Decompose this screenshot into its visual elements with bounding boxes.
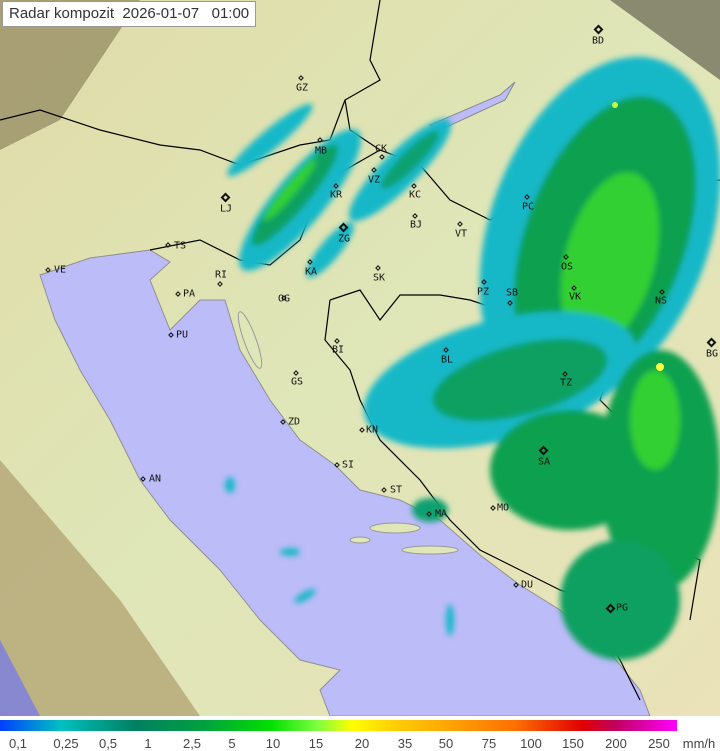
radar-map	[0, 0, 720, 716]
city-label-bg: BG	[705, 348, 719, 360]
no-coverage-area	[610, 0, 720, 80]
legend-tick-label: 0,1	[8, 736, 28, 751]
legend-tick-label: 0,25	[53, 736, 79, 751]
city-label-bd: BD	[591, 35, 605, 47]
city-label-kc: KC	[408, 189, 422, 201]
city-label-tz: TZ	[559, 377, 573, 389]
legend-tick-label: 250	[648, 736, 670, 751]
city-label-os: OS	[560, 261, 574, 273]
no-coverage-area	[0, 0, 140, 150]
radar-echoes	[225, 56, 720, 660]
city-label-vt: VT	[454, 228, 468, 240]
legend-unit: mm/h	[682, 736, 716, 751]
city-label-gs: GS	[290, 376, 304, 388]
city-label-pa: PA	[182, 288, 196, 300]
city-label-kn: KN	[365, 424, 379, 436]
city-label-st: ST	[389, 484, 403, 496]
adriatic-sea	[39, 249, 651, 716]
city-label-ck: CK	[374, 143, 388, 155]
city-label-sk: SK	[372, 272, 386, 284]
legend-tick-label: 200	[605, 736, 627, 751]
city-label-an: AN	[148, 473, 162, 485]
legend-tick-label: 2,5	[182, 736, 202, 751]
legend-tick-label: 5	[228, 736, 236, 751]
city-label-zg: ZG	[337, 233, 351, 245]
islands	[237, 311, 459, 555]
city-label-ns: NS	[654, 295, 668, 307]
city-label-lj: LJ	[219, 203, 233, 215]
city-label-zd: ZD	[287, 416, 301, 428]
city-label-du: DU	[520, 579, 534, 591]
sea-outside	[0, 640, 40, 716]
city-label-pc: PC	[521, 201, 535, 213]
legend-tick-label: 150	[562, 736, 584, 751]
city-label-bl: BL	[440, 354, 454, 366]
city-label-sb: SB	[505, 287, 519, 299]
legend-tick-label: 100	[520, 736, 542, 751]
city-label-ri: RI	[214, 269, 228, 281]
legend-tick-label: 75	[481, 736, 497, 751]
city-label-ma: MA	[434, 508, 448, 520]
legend-tick-label: 50	[438, 736, 454, 751]
city-label-vz: VZ	[367, 174, 381, 186]
city-label-si: SI	[341, 459, 355, 471]
legend-tick-label: 0,5	[98, 736, 118, 751]
legend-tick-label: 15	[308, 736, 324, 751]
no-coverage-area	[0, 460, 200, 716]
city-label-bj: BJ	[409, 219, 423, 231]
heavy-cell	[612, 102, 618, 108]
legend-color-scale	[0, 720, 677, 731]
city-label-mo: MO	[496, 502, 510, 514]
city-label-bi: BI	[331, 344, 345, 356]
city-label-ve: VE	[53, 264, 67, 276]
precipitation-legend: 0,1 0,25 0,5 1 2,5 5 10 15 20 35 50 75 100 150 200 250 m…	[0, 716, 720, 751]
legend-tick-label: 1	[144, 736, 152, 751]
city-label-ts: TS	[173, 240, 187, 252]
city-label-pu: PU	[175, 329, 189, 341]
city-label-ka: KA	[304, 266, 318, 278]
map-title: Radar kompozit 2026-01-07 01:00	[2, 1, 257, 27]
city-label-og: OG	[277, 293, 291, 305]
legend-tick-label: 20	[354, 736, 370, 751]
heavy-cell	[656, 363, 664, 371]
city-label-pz: PZ	[476, 286, 490, 298]
city-label-vk: VK	[568, 291, 582, 303]
city-label-sa: SA	[537, 456, 551, 468]
city-label-gz: GZ	[295, 82, 309, 94]
city-label-mb: MB	[314, 145, 328, 157]
city-label-pg: PG	[615, 602, 629, 614]
city-label-kr: KR	[329, 189, 343, 201]
legend-tick-label: 35	[397, 736, 413, 751]
legend-tick-label: 10	[265, 736, 281, 751]
